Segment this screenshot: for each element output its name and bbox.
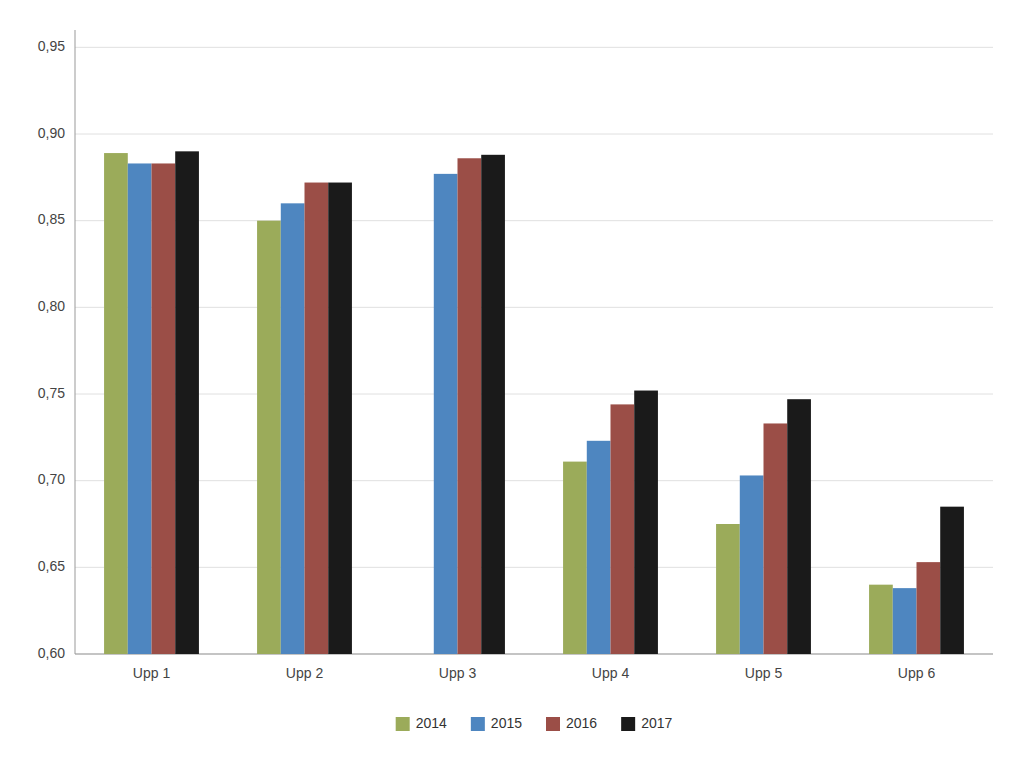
bar (128, 163, 152, 654)
bar (787, 399, 811, 654)
bar (869, 585, 893, 654)
chart: 0,60 0,65 0,70 0,75 0,80 0,85 0,90 0,95 Upp 1 Upp… (0, 0, 1018, 764)
bar (611, 404, 635, 654)
bar (434, 174, 458, 654)
bar (152, 163, 176, 654)
bar (104, 153, 128, 654)
x-tick-label: Upp 1 (133, 665, 171, 681)
legend-label: 2017 (641, 715, 672, 731)
bar (740, 475, 764, 654)
legend: 2014 2015 2016 2017 (396, 715, 673, 731)
legend-swatch (396, 717, 410, 731)
grid (75, 47, 993, 654)
x-tick-label: Upp 4 (592, 665, 630, 681)
bar (281, 203, 305, 654)
bar (893, 588, 917, 654)
y-tick-label: 0,75 (38, 385, 65, 401)
grid-line (75, 394, 993, 395)
legend-label: 2015 (491, 715, 522, 731)
bar (917, 562, 941, 654)
legend-item: 2014 (396, 715, 447, 731)
grid-line (75, 567, 993, 568)
bar (634, 391, 658, 654)
bar (481, 155, 505, 654)
bar (257, 221, 281, 654)
bar (563, 462, 587, 654)
y-tick-label: 0,90 (38, 125, 65, 141)
grid-line (75, 134, 993, 135)
y-tick-label: 0,80 (38, 298, 65, 314)
x-tick-label: Upp 2 (286, 665, 324, 681)
grid-line (75, 220, 993, 221)
x-tick-label: Upp 5 (745, 665, 783, 681)
y-axis-line (75, 30, 76, 654)
legend-swatch (546, 717, 560, 731)
bar (458, 158, 482, 654)
grid-line (75, 47, 993, 48)
bar (328, 183, 352, 654)
legend-label: 2014 (416, 715, 447, 731)
legend-item: 2016 (546, 715, 597, 731)
bar (587, 441, 611, 654)
y-tick-label: 0,65 (38, 558, 65, 574)
x-axis-line (75, 654, 993, 655)
bar (764, 423, 788, 654)
bars (104, 151, 964, 654)
x-tick-label: Upp 6 (898, 665, 936, 681)
grid-line (75, 654, 993, 655)
legend-label: 2016 (566, 715, 597, 731)
legend-item: 2017 (621, 715, 672, 731)
bar (305, 183, 329, 654)
bar (716, 524, 740, 654)
x-tick-label: Upp 3 (439, 665, 477, 681)
y-tick-label: 0,60 (38, 645, 65, 661)
grid-line (75, 307, 993, 308)
legend-swatch (471, 717, 485, 731)
bar (940, 507, 964, 654)
y-tick-label: 0,70 (38, 471, 65, 487)
y-tick-label: 0,85 (38, 211, 65, 227)
legend-swatch (621, 717, 635, 731)
bar (175, 151, 199, 654)
legend-item: 2015 (471, 715, 522, 731)
grid-line (75, 480, 993, 481)
y-tick-label: 0,95 (38, 38, 65, 54)
